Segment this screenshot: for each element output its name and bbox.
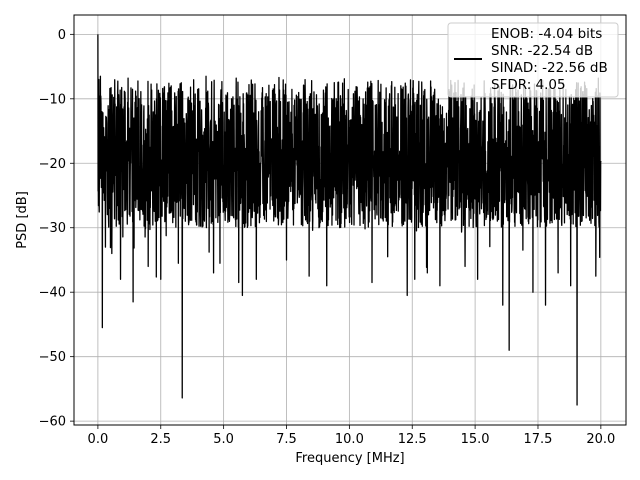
y-tick-label: −50 — [39, 350, 66, 365]
x-axis: 0.0 2.5 5.0 7.5 10.0 12.5 15.0 17.5 20.0 — [88, 425, 615, 447]
y-tick-label: −20 — [39, 157, 66, 172]
legend-box — [447, 22, 619, 98]
x-axis-label: Frequency [MHz] — [295, 451, 404, 466]
x-tick-label: 20.0 — [586, 432, 615, 447]
y-tick-label: −10 — [39, 92, 66, 107]
legend-sinad: SINAD: -22.56 dB — [491, 60, 608, 76]
x-tick-label: 17.5 — [524, 432, 553, 447]
legend-snr: SNR: -22.54 dB — [491, 43, 593, 59]
plot-frame — [73, 14, 627, 426]
y-tick-label: 0 — [58, 28, 66, 43]
legend-sfdr: SFDR: 4.05 — [491, 77, 566, 93]
x-tick-label: 7.5 — [276, 432, 297, 447]
x-tick-label: 12.5 — [398, 432, 427, 447]
x-tick-label: 10.0 — [335, 432, 364, 447]
psd-line — [97, 34, 602, 406]
psd-series — [97, 34, 602, 406]
legend: ENOB: -4.04 bits SNR: -22.54 dB SINAD: -… — [447, 22, 619, 98]
y-axis-label: PSD [dB] — [15, 191, 30, 249]
y-axis: 0 −10 −20 −30 −40 −50 −60 — [39, 28, 74, 430]
x-tick-label: 15.0 — [461, 432, 490, 447]
y-tick-label: −40 — [39, 286, 66, 301]
x-tick-label: 5.0 — [213, 432, 234, 447]
x-tick-label: 0.0 — [88, 432, 109, 447]
x-tick-label: 2.5 — [150, 432, 171, 447]
legend-enob: ENOB: -4.04 bits — [491, 26, 602, 42]
y-tick-label: −30 — [39, 221, 66, 236]
y-tick-label: −60 — [39, 415, 66, 430]
